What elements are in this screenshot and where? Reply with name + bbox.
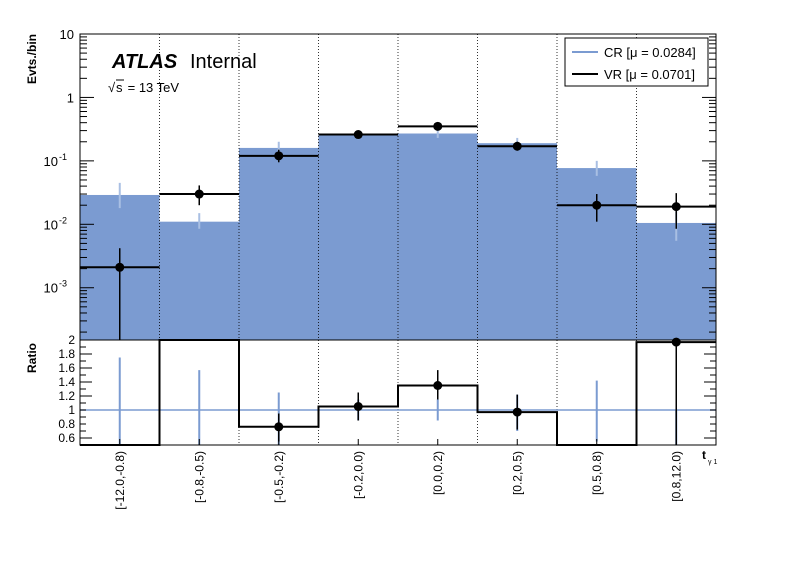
x-tick-label-3: [-0.2,0.0) (351, 451, 365, 499)
ratio-y-tick-label-4: 1.4 (58, 375, 75, 389)
legend-entry-vr: VR [μ = 0.0701] (604, 67, 695, 82)
ratio-y-tick-label-5: 1.6 (58, 361, 75, 375)
ratio-y-tick-label-7: 2 (68, 333, 75, 347)
cr-bar-6 (557, 168, 637, 340)
x-tick-label-5: [0.2,0.5) (510, 451, 524, 495)
y-tick-label-0: 10 (44, 281, 58, 296)
legend: CR [μ = 0.0284] VR [μ = 0.0701] (564, 37, 709, 87)
x-tick-label-1: [-0.8,-0.5) (192, 451, 206, 503)
x-tick-label-0: [-12.0,-0.8) (113, 451, 127, 510)
vr-point-6 (592, 200, 602, 210)
vr-point-4 (433, 121, 443, 131)
legend-entry-cr: CR [μ = 0.0284] (604, 45, 696, 60)
x-tick-label-6: [0.5,0.8) (590, 451, 604, 495)
ratio-y-tick-label-3: 1.2 (58, 389, 75, 403)
ratio-point-4 (433, 381, 443, 390)
cr-bar-1 (159, 221, 239, 340)
y-tick-label-1: 10 (44, 217, 58, 232)
vr-point-2 (274, 151, 284, 161)
vr-point-3 (353, 130, 363, 140)
y-tick-label-4: 10 (60, 27, 74, 42)
cr-bar-4 (398, 133, 478, 340)
vr-point-5 (512, 141, 522, 151)
energy-sqrt-arg: s (116, 80, 123, 95)
legend-box (564, 37, 709, 87)
cr-bar-2 (239, 147, 319, 340)
ratio-point-2 (274, 422, 284, 432)
vr-point-7 (671, 202, 681, 212)
y-tick-label-3: 1 (67, 90, 74, 105)
energy-sqrt-symbol: √ (108, 80, 116, 95)
y-tick-exp-1: -2 (59, 215, 67, 225)
y-axis-label: Evts./bin (25, 34, 39, 84)
ratio-point-3 (353, 402, 363, 411)
x-axis-label-sub: γ 1 (708, 459, 717, 466)
vr-point-1 (194, 189, 204, 199)
ratio-point-5 (512, 407, 522, 417)
internal-label: Internal (190, 51, 257, 73)
ratio-frame (79, 339, 717, 446)
cr-bar-7 (636, 222, 716, 340)
x-axis-label: t (702, 448, 706, 462)
cr-bar-3 (318, 134, 398, 340)
y-tick-exp-2: -1 (59, 152, 67, 162)
vr-point-0 (115, 262, 125, 272)
x-tick-label-4: [0.0,0.2) (431, 451, 445, 495)
ratio-panel: 0.60.811.21.41.61.82 [-12.0,-0.8) [-0.8,-0… (58, 333, 717, 510)
ratio-point-7 (671, 337, 681, 347)
ratio-y-tick-label-6: 1.8 (58, 347, 75, 361)
x-tick-label-2: [-0.5,-0.2) (272, 451, 286, 503)
x-tick-label-7: [0.8,12.0) (669, 451, 683, 502)
energy-label: = 13 TeV (124, 80, 179, 95)
ratio-y-tick-label-0: 0.6 (58, 431, 75, 445)
cr-bar-5 (477, 143, 557, 340)
ratio-axis-label: Ratio (25, 343, 39, 373)
atlas-label: ATLAS (111, 51, 178, 73)
ratio-y-tick-label-2: 1 (68, 403, 75, 417)
y-tick-label-2: 10 (44, 154, 58, 169)
ratio-y-tick-label-1: 0.8 (58, 417, 75, 431)
y-tick-exp-0: -3 (59, 279, 67, 289)
